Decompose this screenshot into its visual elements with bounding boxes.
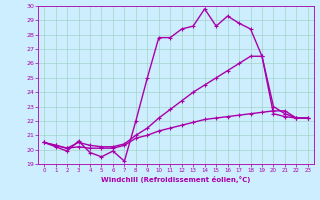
X-axis label: Windchill (Refroidissement éolien,°C): Windchill (Refroidissement éolien,°C) [101, 176, 251, 183]
